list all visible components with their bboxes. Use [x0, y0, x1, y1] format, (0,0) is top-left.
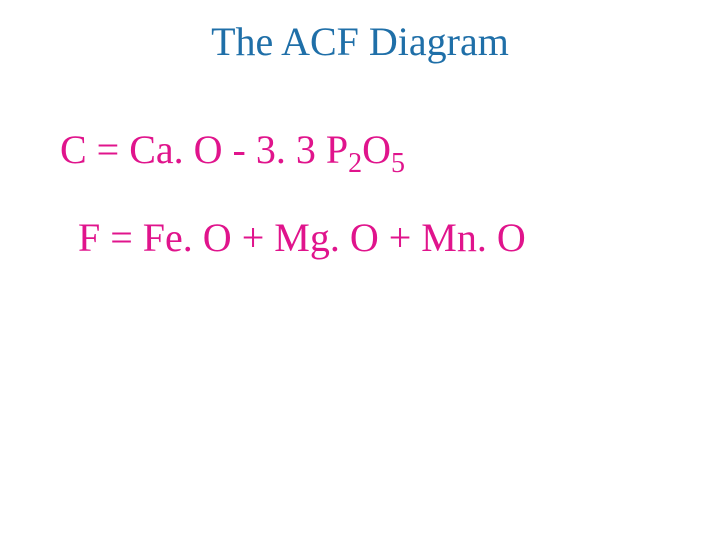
- equation-c-mid: O: [362, 127, 391, 172]
- equation-f: F = Fe. O + Mg. O + Mn. O: [78, 216, 526, 260]
- equation-c-sub1: 2: [348, 148, 362, 179]
- equation-c: C = Ca. O - 3. 3 P2O5: [60, 128, 405, 172]
- slide-title: The ACF Diagram: [0, 18, 720, 65]
- equation-c-sub2: 5: [391, 148, 405, 179]
- slide: The ACF Diagram C = Ca. O - 3. 3 P2O5 F …: [0, 0, 720, 540]
- equation-c-prefix: C = Ca. O - 3. 3 P: [60, 127, 348, 172]
